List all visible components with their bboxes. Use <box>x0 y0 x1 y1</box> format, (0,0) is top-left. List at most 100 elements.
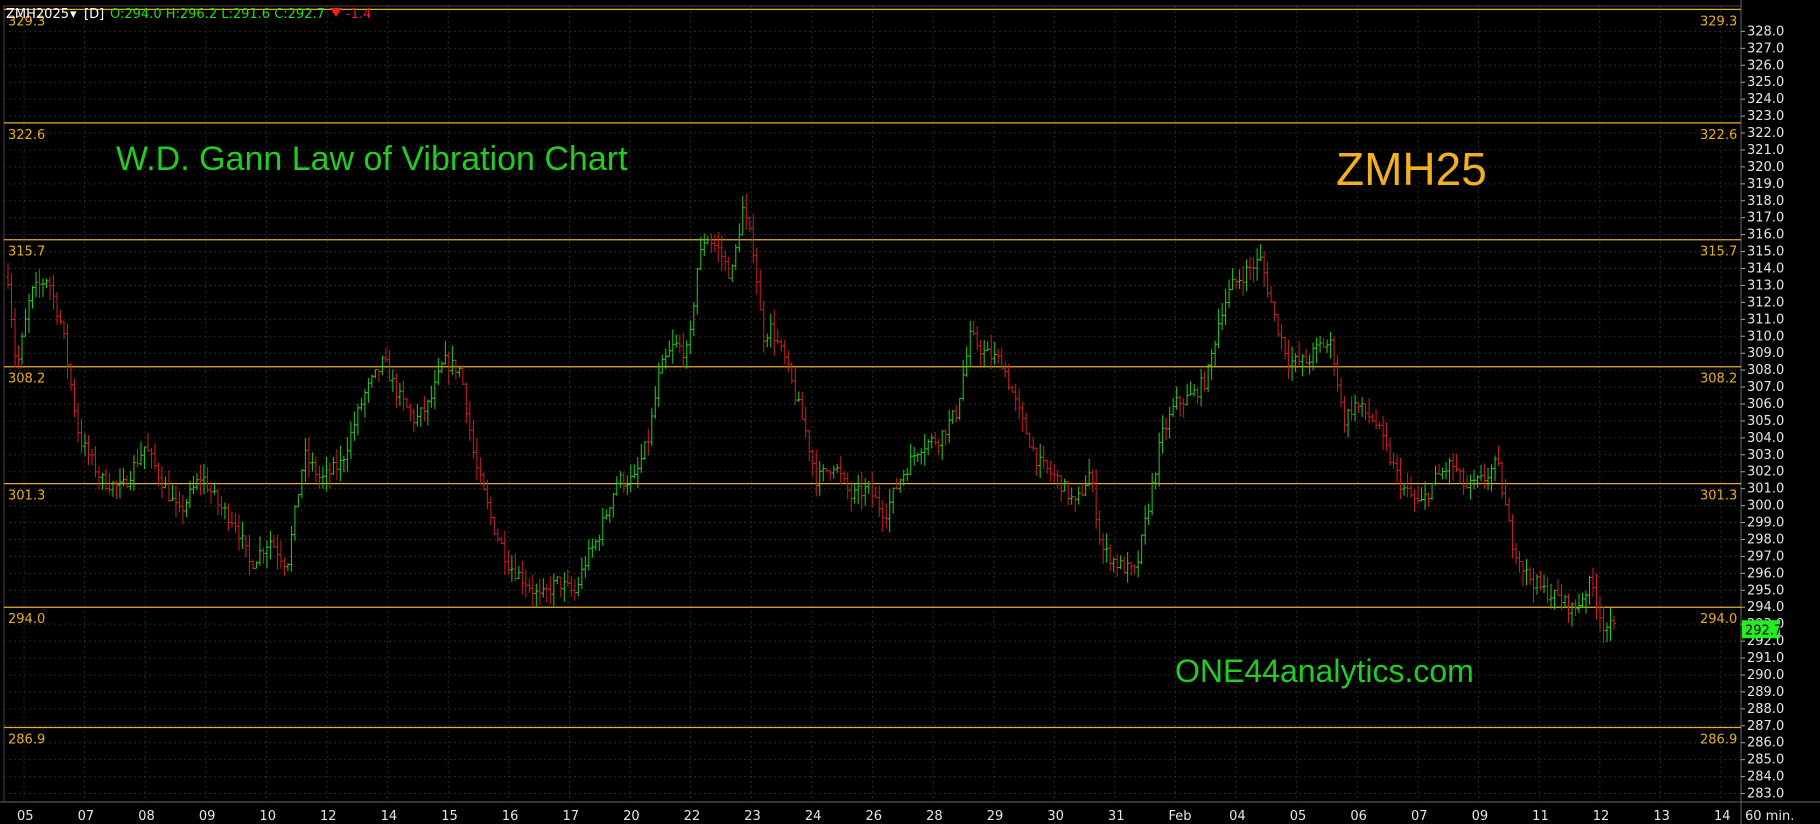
last-price-value: 292.7 <box>1745 623 1782 638</box>
y-tick-label: 318.0 <box>1747 194 1784 209</box>
gann-level-label-left: 322.6 <box>8 128 45 143</box>
x-tick-label: 09 <box>1472 809 1489 824</box>
interval-label[interactable]: [D] <box>84 7 104 22</box>
gann-level-label-left: 294.0 <box>8 612 45 627</box>
y-tick-label: 287.0 <box>1747 719 1784 734</box>
last-price-tag: 292.7 <box>1742 620 1782 639</box>
y-tick-label: 308.0 <box>1747 363 1784 378</box>
y-tick-label: 321.0 <box>1747 143 1784 158</box>
y-tick-label: 286.0 <box>1747 736 1784 751</box>
down-triangle-icon <box>330 8 342 17</box>
y-tick-label: 303.0 <box>1747 448 1784 463</box>
x-tick-label: 06 <box>1350 809 1367 824</box>
x-tick-label: 07 <box>78 809 95 824</box>
x-tick-label: 11 <box>1532 809 1549 824</box>
x-tick-label: 15 <box>441 809 458 824</box>
x-tick-label: 20 <box>623 809 640 824</box>
y-tick-label: 314.0 <box>1747 262 1784 277</box>
x-tick-label: 05 <box>17 809 34 824</box>
gann-level-label-left: 286.9 <box>8 732 45 747</box>
x-tick-label: 31 <box>1108 809 1125 824</box>
y-tick-label: 316.0 <box>1747 228 1784 243</box>
y-tick-label: 326.0 <box>1747 58 1784 73</box>
watermark: ONE44analytics.com <box>1175 653 1474 689</box>
ohlc-readout: O:294.0 H:296.2 L:291.6 C:292.7 <box>110 7 325 22</box>
y-tick-label: 294.0 <box>1747 600 1784 615</box>
y-tick-label: 327.0 <box>1747 41 1784 56</box>
x-tick-label: Feb <box>1169 809 1192 824</box>
gann-level-label-right: 322.6 <box>1700 128 1737 143</box>
x-tick-label: 16 <box>502 809 519 824</box>
y-tick-label: 305.0 <box>1747 414 1784 429</box>
x-tick-label: 14 <box>381 809 398 824</box>
x-tick-label: 14 <box>1714 809 1731 824</box>
y-tick-label: 322.0 <box>1747 126 1784 141</box>
x-tick-label: 05 <box>1290 809 1307 824</box>
price-bars <box>6 193 1616 644</box>
gann-level-label-right: 294.0 <box>1700 612 1737 627</box>
y-tick-label: 288.0 <box>1747 702 1784 717</box>
x-axis-unit: 60 min. <box>1745 809 1794 824</box>
symbol-dropdown-icon[interactable]: ▾ <box>70 7 77 22</box>
y-tick-label: 284.0 <box>1747 770 1784 785</box>
y-tick-label: 283.0 <box>1747 787 1784 802</box>
gann-levels: 329.3 329.3 322.6 322.6 315.7 315.7 308.2 308.2… <box>4 8 1741 747</box>
gann-level-label-right: 308.2 <box>1700 372 1737 387</box>
x-tick-label: 07 <box>1411 809 1428 824</box>
last-price-tag-bg <box>1742 620 1780 639</box>
gann-level-label-left: 301.3 <box>8 489 45 504</box>
x-tick-label: 13 <box>1653 809 1670 824</box>
gann-level-label-left: 329.3 <box>8 14 45 29</box>
y-tick-label: 290.0 <box>1747 668 1784 683</box>
y-tick-label: 306.0 <box>1747 397 1784 412</box>
x-tick-label: 12 <box>1593 809 1610 824</box>
y-tick-label: 313.0 <box>1747 278 1784 293</box>
x-tick-label: 10 <box>259 809 276 824</box>
x-tick-label: 22 <box>684 809 701 824</box>
y-tick-label: 328.0 <box>1747 24 1784 39</box>
y-tick-label: 298.0 <box>1747 532 1784 547</box>
x-tick-label: 09 <box>199 809 216 824</box>
y-tick-label: 296.0 <box>1747 566 1784 581</box>
y-tick-label: 297.0 <box>1747 549 1784 564</box>
y-tick-label: 310.0 <box>1747 329 1784 344</box>
x-tick-label: 04 <box>1229 809 1246 824</box>
symbol-label[interactable]: ZMH2025 <box>6 7 69 22</box>
header-bar: ZMH2025 ▾ [D] O:294.0 H:296.2 L:291.6 C:… <box>6 7 371 22</box>
y-tick-label: 307.0 <box>1747 380 1784 395</box>
y-tick-label: 309.0 <box>1747 346 1784 361</box>
y-tick-label: 311.0 <box>1747 312 1784 327</box>
y-tick-label: 301.0 <box>1747 482 1784 497</box>
y-tick-label: 320.0 <box>1747 160 1784 175</box>
price-axis[interactable]: 283.0 284.0 285.0 286.0 287.0 288.0 289.0 290.0… <box>1741 24 1784 802</box>
gann-level-label-right: 301.3 <box>1700 489 1737 504</box>
change-readout: -1.4 <box>346 7 371 22</box>
x-tick-label: 17 <box>562 809 579 824</box>
x-tick-label: 28 <box>926 809 943 824</box>
y-tick-label: 324.0 <box>1747 92 1784 107</box>
y-tick-label: 291.0 <box>1747 651 1784 666</box>
x-tick-label: 30 <box>1047 809 1064 824</box>
x-tick-label: 24 <box>805 809 822 824</box>
y-tick-label: 315.0 <box>1747 245 1784 260</box>
time-axis[interactable]: 05 07 08 09 10 12 14 15 16 17 20 22 23 24 26 28 29 30 31 Fe… <box>17 809 1794 824</box>
gann-level-label-left: 308.2 <box>8 372 45 387</box>
y-tick-label: 295.0 <box>1747 583 1784 598</box>
y-tick-label: 312.0 <box>1747 295 1784 310</box>
y-tick-label: 323.0 <box>1747 109 1784 124</box>
y-tick-label: 325.0 <box>1747 75 1784 90</box>
x-tick-label: 26 <box>866 809 883 824</box>
y-tick-label: 300.0 <box>1747 499 1784 514</box>
y-tick-label: 289.0 <box>1747 685 1784 700</box>
gann-level-label-right: 329.3 <box>1700 14 1737 29</box>
y-tick-label: 304.0 <box>1747 431 1784 446</box>
x-tick-label: 23 <box>744 809 761 824</box>
y-tick-label: 319.0 <box>1747 177 1784 192</box>
symbol-overlay: ZMH25 <box>1336 143 1487 195</box>
gann-level-label-left: 315.7 <box>8 245 45 260</box>
chart-title: W.D. Gann Law of Vibration Chart <box>116 140 628 178</box>
y-tick-label: 317.0 <box>1747 211 1784 226</box>
